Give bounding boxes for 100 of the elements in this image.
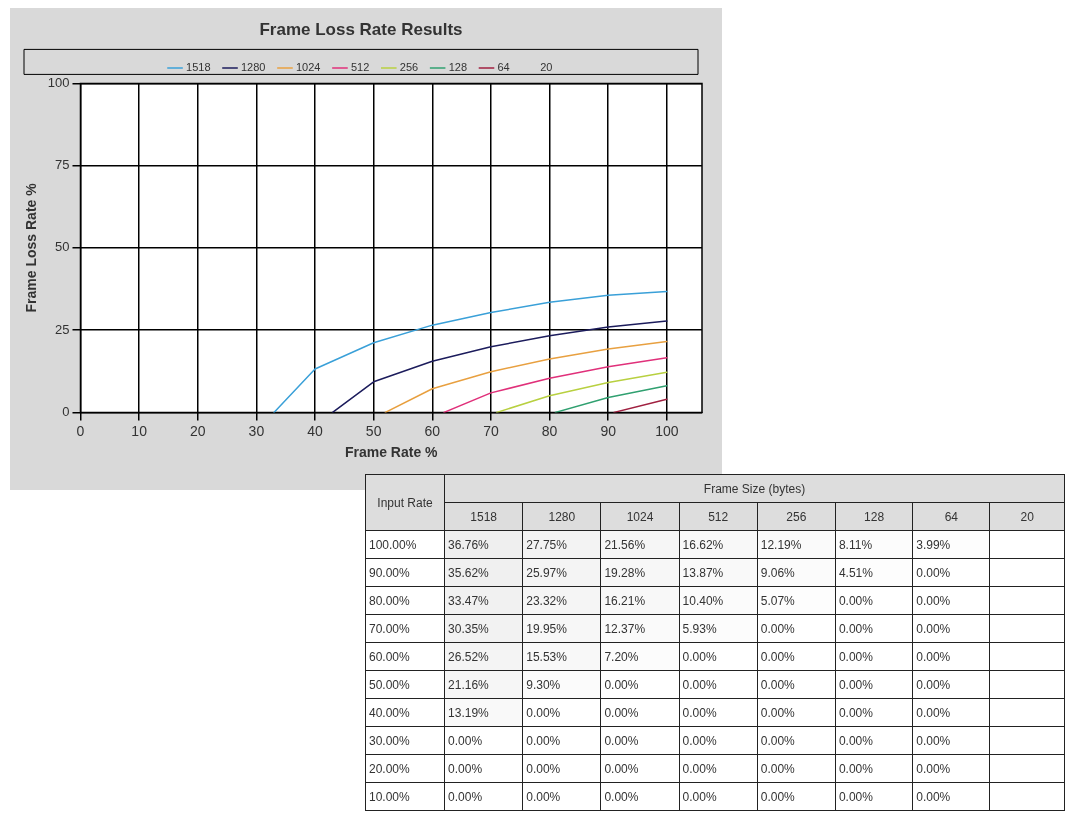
- y-tick-label: 50: [55, 239, 70, 255]
- y-tick-label: 10.00%: [365, 782, 445, 811]
- data-label: 12.19%: [757, 530, 836, 559]
- data-label: 0.00%: [757, 726, 836, 755]
- y-tick-label: 50.00%: [365, 670, 445, 699]
- data-label: 0.00%: [600, 754, 680, 783]
- data-label: 0.00%: [679, 726, 758, 755]
- x-tick-label: 60: [424, 422, 441, 439]
- data-label: 0.00%: [912, 698, 990, 727]
- y-tick-label: 0: [62, 403, 70, 419]
- legend-label: 1024: [295, 60, 321, 73]
- data-label: 26.52%: [444, 642, 523, 671]
- data-label: 21.16%: [444, 670, 523, 699]
- x-tick-label: 512: [679, 502, 758, 531]
- data-label: 27.75%: [522, 530, 601, 559]
- data-label: 0.00%: [757, 754, 836, 783]
- y-tick-label: 20.00%: [365, 754, 445, 783]
- chart-title: Frame Loss Rate Results: [259, 19, 463, 39]
- data-label: 10.40%: [679, 586, 758, 615]
- data-label: 0.00%: [757, 614, 836, 643]
- data-label: 0.00%: [912, 586, 990, 615]
- data-label: 0.00%: [912, 558, 990, 587]
- x-tick-label: 64: [912, 502, 990, 531]
- x-tick-label: 40: [307, 422, 324, 439]
- data-label: 5.93%: [679, 614, 758, 643]
- data-label: 16.21%: [600, 586, 680, 615]
- legend-label: 256: [399, 60, 419, 73]
- data-label: 30.35%: [444, 614, 523, 643]
- data-label: 19.28%: [600, 558, 680, 587]
- x-tick-label: 20: [989, 502, 1065, 531]
- x-tick-label: 20: [189, 422, 206, 439]
- x-tick-label: 10: [131, 422, 148, 439]
- y-tick-label: 75: [55, 157, 70, 173]
- data-label: 0.00%: [757, 782, 836, 811]
- data-label: 0.00%: [835, 586, 913, 615]
- y-tick-label: 100: [47, 74, 70, 90]
- data-label: 0.00%: [600, 670, 680, 699]
- data-label: 0.00%: [912, 726, 990, 755]
- data-label: 0.00%: [600, 698, 680, 727]
- data-label: 0.00%: [835, 726, 913, 755]
- x-tick-label: 1518: [444, 502, 523, 531]
- x-tick-label: 80: [541, 422, 558, 439]
- data-label: 0.00%: [835, 670, 913, 699]
- legend-label: 512: [350, 60, 370, 73]
- x-tick-label: 30: [248, 422, 265, 439]
- x-axis-title: Frame Size (bytes): [444, 474, 1065, 503]
- y-tick-label: 100.00%: [365, 530, 445, 559]
- legend-label: 1280: [241, 60, 266, 73]
- data-label: 19.95%: [522, 614, 601, 643]
- data-label: 0.00%: [679, 782, 758, 811]
- data-label: 0.00%: [912, 782, 990, 811]
- data-label: 0.00%: [522, 698, 601, 727]
- legend-label: 1518: [186, 60, 211, 73]
- data-label: 0.00%: [600, 782, 680, 811]
- data-label: 4.51%: [835, 558, 913, 587]
- data-label: 5.07%: [757, 586, 836, 615]
- y-axis-title: Frame Loss Rate %: [23, 182, 40, 313]
- data-label: 7.20%: [600, 642, 680, 671]
- y-tick-label: 70.00%: [365, 614, 445, 643]
- y-tick-label: 60.00%: [365, 642, 445, 671]
- data-label: 23.32%: [522, 586, 601, 615]
- x-tick-label: 70: [483, 422, 499, 439]
- y-tick-label: 80.00%: [365, 586, 445, 615]
- x-tick-label: 90: [600, 422, 617, 439]
- data-label: 12.37%: [600, 614, 680, 643]
- data-label: 33.47%: [444, 586, 523, 615]
- data-label: 9.30%: [522, 670, 601, 699]
- data-label: 0.00%: [912, 754, 990, 783]
- data-label: 0.00%: [757, 698, 836, 727]
- data-label: 0.00%: [444, 782, 523, 811]
- data-label: 0.00%: [522, 726, 601, 755]
- data-label: 15.53%: [522, 642, 601, 671]
- data-label: 0.00%: [835, 614, 913, 643]
- y-tick-label: 30.00%: [365, 726, 445, 755]
- x-tick-label: 256: [757, 502, 836, 531]
- data-label: 0.00%: [912, 670, 990, 699]
- data-label: 0.00%: [679, 754, 758, 783]
- data-label: 0.00%: [757, 642, 836, 671]
- x-tick-label: 100: [655, 422, 679, 439]
- y-tick-label: 25: [55, 321, 70, 337]
- data-label: 0.00%: [835, 642, 913, 671]
- data-label: 0.00%: [444, 754, 523, 783]
- data-label: 0.00%: [522, 754, 601, 783]
- data-label: 0.00%: [679, 642, 758, 671]
- y-tick-label: 40.00%: [365, 698, 445, 727]
- data-label: 0.00%: [835, 782, 913, 811]
- data-label: 21.56%: [600, 530, 680, 559]
- data-label: 13.19%: [444, 698, 523, 727]
- data-label: 16.62%: [679, 530, 758, 559]
- data-label: 36.76%: [444, 530, 523, 559]
- data-label: 0.00%: [444, 726, 523, 755]
- y-tick-label: 90.00%: [365, 558, 445, 587]
- x-axis-title: Frame Rate %: [344, 444, 439, 461]
- data-label: 0.00%: [522, 782, 601, 811]
- data-label: 25.97%: [522, 558, 601, 587]
- data-label: 35.62%: [444, 558, 523, 587]
- data-label: 0.00%: [835, 754, 913, 783]
- data-label: 13.87%: [679, 558, 758, 587]
- data-label: 0.00%: [912, 614, 990, 643]
- data-label: 0.00%: [757, 670, 836, 699]
